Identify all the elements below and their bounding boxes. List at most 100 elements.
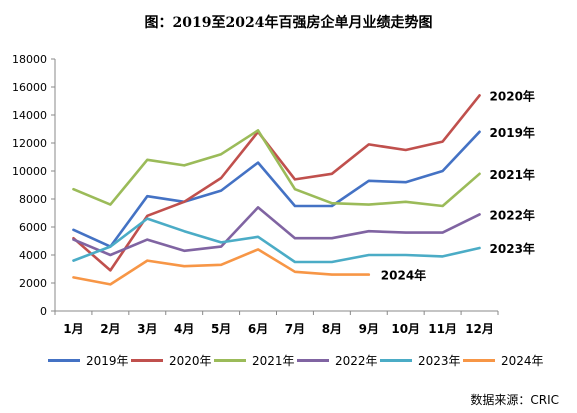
source-note: 数据来源：CRIC xyxy=(470,393,559,407)
legend-item: 2021年 xyxy=(214,351,295,369)
data-point-2019年 xyxy=(220,189,222,192)
data-point-2019年 xyxy=(331,205,333,207)
x-tick-label: 3月 xyxy=(137,322,157,336)
y-tick-label: 16000 xyxy=(12,81,47,94)
data-point-2023年 xyxy=(220,241,222,244)
chart-legend: 2019年 2020年 2021年 2022年 2023年 2024年 xyxy=(48,351,568,369)
data-point-2020年 xyxy=(294,178,296,181)
data-point-2019年 xyxy=(72,229,75,231)
data-point-2021年 xyxy=(404,201,407,203)
x-tick-label: 10月 xyxy=(391,322,420,336)
data-point-2023年 xyxy=(331,261,333,263)
data-point-2022年 xyxy=(331,237,333,239)
data-point-2021年 xyxy=(109,203,112,206)
data-point-2022年 xyxy=(220,245,222,248)
data-point-2024年 xyxy=(183,265,186,268)
series-end-label: 2024年 xyxy=(381,268,426,283)
legend-label: 2023年 xyxy=(418,353,461,368)
data-point-2021年 xyxy=(220,153,222,155)
data-point-2020年 xyxy=(146,215,149,217)
legend-label: 2019年 xyxy=(86,353,129,368)
series-end-label: 2019年 xyxy=(490,125,535,140)
data-point-2021年 xyxy=(441,205,444,207)
data-point-2022年 xyxy=(109,254,112,256)
data-point-2019年 xyxy=(294,205,296,207)
data-point-2023年 xyxy=(478,247,481,249)
chart-title: 图：2019至2024年百强房企单月业绩走势图 xyxy=(144,15,433,31)
series-line-2022年 xyxy=(72,206,481,257)
data-point-2022年 xyxy=(183,250,186,252)
data-point-2019年 xyxy=(146,195,149,197)
series-line-2020年 xyxy=(72,94,481,272)
legend-label: 2020年 xyxy=(169,353,212,368)
data-point-2024年 xyxy=(294,271,296,273)
data-point-2022年 xyxy=(257,206,259,209)
data-point-2019年 xyxy=(404,181,407,183)
data-point-2024年 xyxy=(109,283,112,286)
x-tick-label: 5月 xyxy=(211,322,231,336)
data-point-2019年 xyxy=(441,170,444,172)
series-end-label: 2021年 xyxy=(490,167,535,182)
legend-item: 2023年 xyxy=(380,351,461,369)
legend-swatch xyxy=(380,358,412,362)
series-line-2019年 xyxy=(72,130,481,248)
x-tick-label: 6月 xyxy=(248,322,268,336)
data-point-2024年 xyxy=(257,248,259,251)
data-point-2022年 xyxy=(72,238,75,241)
legend-label: 2022年 xyxy=(335,353,378,368)
data-point-2020年 xyxy=(478,94,481,97)
legend-item: 2024年 xyxy=(463,351,544,369)
data-point-2024年 xyxy=(72,276,75,279)
data-point-2021年 xyxy=(72,188,75,190)
series-end-label: 2023年 xyxy=(490,241,535,256)
data-point-2023年 xyxy=(109,245,112,248)
data-point-2020年 xyxy=(404,149,407,151)
legend-label: 2024年 xyxy=(501,353,544,368)
data-point-2019年 xyxy=(367,180,370,182)
legend-swatch xyxy=(214,358,246,362)
data-point-2023年 xyxy=(294,261,296,263)
y-tick-label: 6000 xyxy=(19,221,47,234)
data-point-2022年 xyxy=(404,231,407,234)
data-point-2021年 xyxy=(294,188,296,190)
legend-item: 2022年 xyxy=(297,351,378,369)
series-end-label: 2022年 xyxy=(490,207,535,222)
y-tick-label: 12000 xyxy=(12,137,47,150)
data-point-2022年 xyxy=(294,237,296,239)
data-point-2020年 xyxy=(331,173,333,175)
data-point-2024年 xyxy=(331,273,333,276)
series-line-2024年 xyxy=(72,248,371,286)
data-point-2019年 xyxy=(478,131,481,133)
x-tick-label: 8月 xyxy=(322,322,342,336)
x-tick-label: 9月 xyxy=(359,322,379,336)
data-point-2020年 xyxy=(220,177,222,179)
data-point-2021年 xyxy=(478,173,481,175)
data-point-2023年 xyxy=(404,254,407,256)
data-point-2022年 xyxy=(478,213,481,216)
series-line-2021年 xyxy=(72,129,481,208)
data-point-2023年 xyxy=(257,236,259,238)
data-point-2024年 xyxy=(367,273,370,276)
data-point-2022年 xyxy=(146,238,149,241)
data-point-2023年 xyxy=(146,217,149,220)
data-point-2023年 xyxy=(72,259,75,262)
y-tick-label: 8000 xyxy=(19,193,47,206)
data-point-2021年 xyxy=(146,159,149,161)
x-tick-label: 7月 xyxy=(285,322,305,336)
x-tick-label: 2月 xyxy=(100,322,120,336)
data-point-2021年 xyxy=(183,164,186,167)
data-point-2023年 xyxy=(367,254,370,256)
y-tick-label: 4000 xyxy=(19,249,47,262)
data-point-2020年 xyxy=(367,143,370,146)
legend-label: 2021年 xyxy=(252,353,295,368)
data-point-2023年 xyxy=(183,230,186,232)
x-tick-label: 12月 xyxy=(465,322,494,336)
data-point-2021年 xyxy=(257,129,259,132)
y-tick-label: 14000 xyxy=(12,109,47,122)
x-tick-label: 1月 xyxy=(63,322,83,336)
data-point-2020年 xyxy=(109,269,112,272)
data-point-2020年 xyxy=(183,201,186,203)
data-point-2019年 xyxy=(257,161,259,164)
y-tick-label: 2000 xyxy=(19,277,47,290)
